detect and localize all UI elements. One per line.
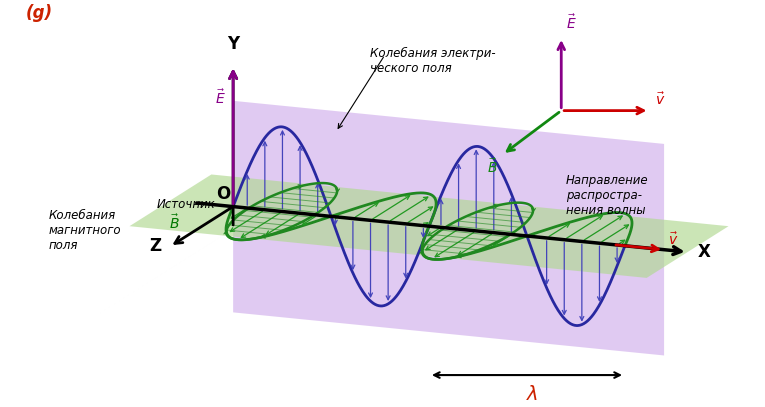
Text: Z: Z bbox=[149, 237, 161, 255]
Text: Источник: Источник bbox=[157, 198, 216, 211]
Text: $\vec{v}$: $\vec{v}$ bbox=[656, 91, 666, 108]
Text: Колебания электри-
ческого поля: Колебания электри- ческого поля bbox=[370, 47, 496, 75]
Text: $\vec{E}$: $\vec{E}$ bbox=[566, 13, 577, 32]
Text: $\vec{v}$: $\vec{v}$ bbox=[668, 231, 679, 248]
Text: Направление
распростра-
нения волны: Направление распростра- нения волны bbox=[566, 174, 649, 217]
Text: $\vec{E}$: $\vec{E}$ bbox=[214, 88, 226, 107]
Polygon shape bbox=[129, 175, 728, 278]
Text: (g): (g) bbox=[25, 4, 53, 22]
Text: O: O bbox=[216, 185, 230, 203]
Text: Колебания
магнитного
поля: Колебания магнитного поля bbox=[49, 208, 122, 252]
Polygon shape bbox=[233, 101, 664, 355]
Text: $\vec{B}$: $\vec{B}$ bbox=[169, 214, 180, 232]
Text: $\vec{B}$: $\vec{B}$ bbox=[487, 158, 497, 176]
Text: $\lambda$: $\lambda$ bbox=[526, 385, 538, 404]
Text: X: X bbox=[698, 243, 710, 261]
Text: Y: Y bbox=[227, 35, 239, 53]
